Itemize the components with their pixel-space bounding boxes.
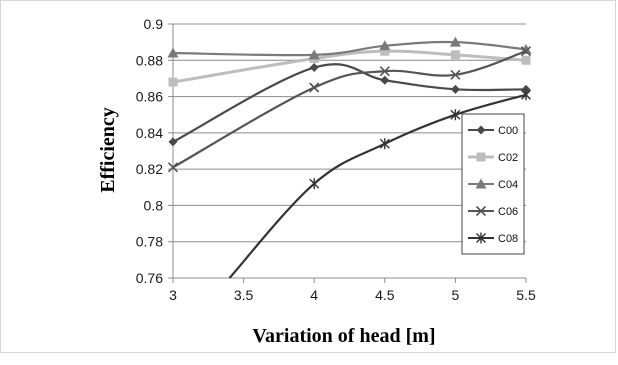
y-tick-label: 0.9 [144,16,164,32]
legend-label: C00 [498,125,518,137]
legend-swatch-marker [475,178,487,189]
data-point [379,138,390,150]
marker-stroke [167,162,179,173]
data-point [309,82,320,93]
data-point [309,178,320,190]
data-point [521,89,531,101]
marker-stroke [475,205,487,217]
series-line [172,40,527,57]
legend-label: C02 [498,152,518,164]
data-point [379,66,390,77]
series-c06 [167,46,532,173]
series-c08 [228,89,531,279]
x-tick-label: 3 [169,287,177,303]
x-tick-label: 5.5 [516,287,536,303]
legend-item-c04: C04 [468,178,518,191]
data-point [520,46,532,57]
data-point [167,162,179,173]
legend-swatch-marker [476,232,486,244]
x-tick-label: 5 [452,287,460,303]
series-line [172,63,527,143]
x-tick-label: 4.5 [375,287,395,303]
legend-item-c02: C02 [468,152,518,164]
legend-label: C06 [498,206,518,218]
y-tick-label: 0.86 [136,89,163,105]
legend-swatch-marker [476,152,486,162]
data-point [379,40,391,51]
y-tick-label: 0.84 [136,125,163,141]
y-tick-label: 0.8 [144,197,164,213]
data-point [450,69,461,80]
axes [168,23,527,283]
y-axis-title: Efficiency [97,107,119,193]
data-point [380,75,390,85]
y-tick-label: 0.76 [136,270,163,286]
series-line [172,50,527,169]
data-point [450,109,461,121]
marker-stroke [520,46,532,57]
data-point [450,50,460,60]
data-point [521,55,531,65]
marker-stroke [450,69,461,80]
x-axis-title: Variation of head [m] [252,325,435,347]
series-line [228,93,527,279]
data-point [309,63,319,73]
legend: C00 C02 C04 C06 C08 [461,113,525,255]
data-point [449,36,461,47]
data-point [168,137,178,147]
y-tick-label: 0.78 [136,234,163,250]
data-point [168,77,178,87]
y-tick-label: 0.82 [136,161,163,177]
legend-label: C04 [498,179,518,191]
x-tick-label: 4 [310,287,318,303]
legend-swatch-marker [476,125,486,135]
legend-swatch-marker [475,205,487,217]
data-point [380,46,390,56]
legend-item-c06: C06 [468,205,518,218]
data-point [167,47,179,58]
x-tick-label: 3.5 [234,287,254,303]
marker-stroke [309,82,320,93]
data-point [450,84,460,94]
legend-label: C08 [498,233,518,245]
legend-item-c08: C08 [468,232,518,245]
data-point [308,49,320,60]
tick-labels: 0.76 0.78 0.8 0.82 0.84 0.86 0.88 0.9 3 3.5 4 4.5 5 5… [136,16,536,303]
marker-stroke [379,66,390,77]
series-lines [167,36,532,279]
y-tick-label: 0.88 [136,52,163,68]
legend-item-c00: C00 [468,125,518,137]
